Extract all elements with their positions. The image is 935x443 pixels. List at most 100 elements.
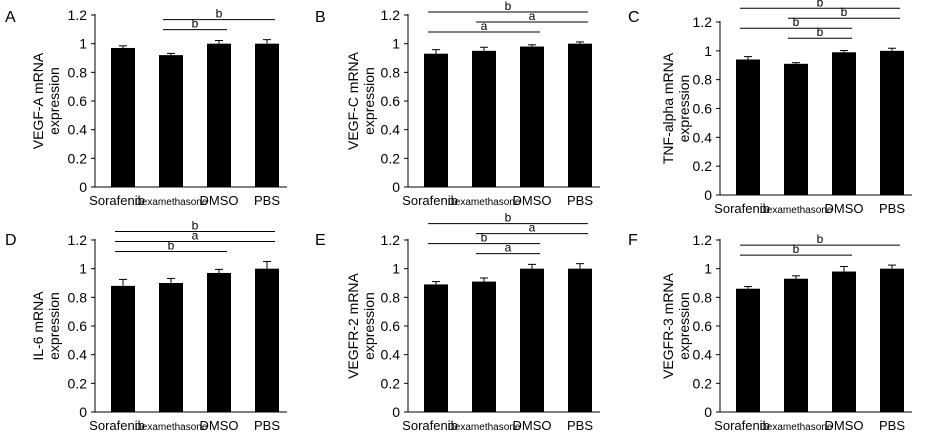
panel-f-sig-label-1: b xyxy=(817,232,824,246)
panel-c-sig-label-1: b xyxy=(817,0,824,9)
panel-c-xtick-label-dmso: DMSO xyxy=(825,201,864,216)
panel-c-ylabel-line2: expression xyxy=(676,75,692,143)
panel-e-ylabel-line2: expression xyxy=(361,292,377,360)
panel-a-ytick-label-5: 1 xyxy=(79,36,87,52)
panel-a-ytick-label-0: 0 xyxy=(79,179,87,195)
panel-a-bar-dexamethasone xyxy=(159,55,183,188)
panel-f-bar-sorafenib xyxy=(736,288,760,412)
panel-d-xtick-label-sorafenib: Sorafenib xyxy=(89,418,145,433)
panel-a-xtick-label-dmso: DMSO xyxy=(200,193,239,208)
panel-f-xtick-label-sorafenib: Sorafenib xyxy=(714,418,770,433)
panel-b-sig-label-2: b xyxy=(505,0,512,13)
panel-d-sig-label-0: b xyxy=(168,239,175,253)
panel-e-xtick-label-sorafenib: Sorafenib xyxy=(402,418,458,433)
panel-f-ytick-label-1: 0.2 xyxy=(693,375,713,391)
panel-e-sig-label-2: a xyxy=(505,241,512,255)
panel-f-ylabel-line1: VEGFR-3 mRNA xyxy=(660,272,676,378)
panel-c-ytick-label-1: 0.2 xyxy=(693,158,713,174)
panel-e-letter: E xyxy=(315,232,326,249)
panel-a-sig-label-1: b xyxy=(216,7,223,21)
panel-a-ytick-label-1: 0.2 xyxy=(68,150,88,166)
panel-a-xtick-label-pbs: PBS xyxy=(254,193,280,208)
panel-b-xtick-label-dexamethasone: Dexamethasone xyxy=(448,197,521,208)
panel-e-ytick-label-1: 0.2 xyxy=(381,375,401,391)
panel-e-bar-pbs xyxy=(568,268,592,412)
panel-c-ytick-label-6: 1.2 xyxy=(693,14,713,30)
panel-e-bar-sorafenib xyxy=(424,284,448,412)
panel-c-bar-sorafenib xyxy=(736,59,760,195)
panel-d-ylabel-line2: expression xyxy=(46,292,62,360)
panel-c-ylabel-line1: TNF-alpha mRNA xyxy=(660,52,676,164)
panel-f-xtick-label-dexamethasone: Dexamethasone xyxy=(760,422,833,433)
panel-c-ytick-label-4: 0.8 xyxy=(693,72,713,88)
panel-e-ytick-label-5: 1 xyxy=(392,261,400,277)
panel-a-ylabel-line1: VEGF-A mRNA xyxy=(30,52,46,149)
panel-c-sig-label-3: b xyxy=(841,5,848,19)
panel-f-bar-pbs xyxy=(880,268,904,412)
panel-e-bar-dexamethasone xyxy=(472,281,496,412)
panel-a-ytick-label-4: 0.8 xyxy=(68,64,88,80)
panel-b-sig-label-0: a xyxy=(481,19,488,33)
panel-e-ytick-label-6: 1.2 xyxy=(381,232,401,248)
panel-f-bar-dmso xyxy=(832,271,856,412)
panel-b-ytick-label-5: 1 xyxy=(392,36,400,52)
panel-b-ytick-label-1: 0.2 xyxy=(381,150,401,166)
panel-f-ytick-label-3: 0.6 xyxy=(693,318,713,334)
panel-c-ytick-label-5: 1 xyxy=(704,43,712,59)
panel-b-xtick-label-pbs: PBS xyxy=(567,193,593,208)
panel-b-xtick-label-dmso: DMSO xyxy=(513,193,552,208)
panel-c-xtick-label-pbs: PBS xyxy=(879,201,905,216)
panel-f-ylabel-line2: expression xyxy=(676,292,692,360)
panel-f-bar-dexamethasone xyxy=(784,278,808,412)
panel-c-letter: C xyxy=(628,9,640,26)
panel-d-ytick-label-2: 0.4 xyxy=(68,347,88,363)
panel-d-xtick-label-dmso: DMSO xyxy=(200,418,239,433)
panel-a-ylabel-line2: expression xyxy=(46,67,62,135)
panel-b-bar-dexamethasone xyxy=(472,50,496,188)
panel-d-sig-label-1: a xyxy=(192,229,199,243)
panel-d-bar-dexamethasone xyxy=(159,283,183,412)
panel-b-letter: B xyxy=(315,9,326,26)
panel-e-ylabel-line1: VEGFR-2 mRNA xyxy=(345,272,361,378)
panel-b-ytick-label-0: 0 xyxy=(392,179,400,195)
panel-f-letter: F xyxy=(628,232,638,249)
panel-d-sig-label-2: b xyxy=(192,219,199,233)
panel-d-bar-sorafenib xyxy=(111,285,135,412)
panel-e-xtick-label-pbs: PBS xyxy=(567,418,593,433)
panel-b-ylabel-line2: expression xyxy=(361,67,377,135)
panel-e-bar-dmso xyxy=(520,268,544,412)
panel-e-xtick-label-dmso: DMSO xyxy=(513,418,552,433)
panel-a-ytick-label-6: 1.2 xyxy=(68,7,88,23)
panel-f-xtick-label-dmso: DMSO xyxy=(825,418,864,433)
panel-f-ytick-label-5: 1 xyxy=(704,261,712,277)
panel-c-ytick-label-0: 0 xyxy=(704,187,712,203)
panel-f-ytick-label-6: 1.2 xyxy=(693,232,713,248)
panel-c-xtick-label-sorafenib: Sorafenib xyxy=(714,201,770,216)
panel-d-xtick-label-pbs: PBS xyxy=(254,418,280,433)
panel-b-bar-sorafenib xyxy=(424,53,448,188)
panel-e-sig-label-3: a xyxy=(529,221,536,235)
panel-d-ytick-label-0: 0 xyxy=(79,404,87,420)
panel-d-bar-pbs xyxy=(255,268,279,412)
panel-b-ytick-label-3: 0.6 xyxy=(381,93,401,109)
panel-d-ytick-label-3: 0.6 xyxy=(68,318,88,334)
panel-e-ytick-label-4: 0.8 xyxy=(381,289,401,305)
panel-d-ytick-label-1: 0.2 xyxy=(68,375,88,391)
panel-f-ytick-label-0: 0 xyxy=(704,404,712,420)
panel-d-ytick-label-6: 1.2 xyxy=(68,232,88,248)
panel-d-bar-dmso xyxy=(207,272,231,412)
panel-e-ytick-label-3: 0.6 xyxy=(381,318,401,334)
panel-c-bar-dmso xyxy=(832,52,856,196)
panel-c-ytick-label-2: 0.4 xyxy=(693,129,713,145)
panel-d-xtick-label-dexamethasone: Dexamethasone xyxy=(135,422,208,433)
panel-c-xtick-label-dexamethasone: Dexamethasone xyxy=(760,205,833,216)
panel-a-bar-pbs xyxy=(255,43,279,187)
panel-b-bar-pbs xyxy=(568,43,592,187)
panel-f-ytick-label-4: 0.8 xyxy=(693,289,713,305)
panel-d-ylabel-line1: IL-6 mRNA xyxy=(30,291,46,361)
panel-b-ytick-label-6: 1.2 xyxy=(381,7,401,23)
panel-e-ytick-label-2: 0.4 xyxy=(381,347,401,363)
panel-a-ytick-label-2: 0.4 xyxy=(68,122,88,138)
